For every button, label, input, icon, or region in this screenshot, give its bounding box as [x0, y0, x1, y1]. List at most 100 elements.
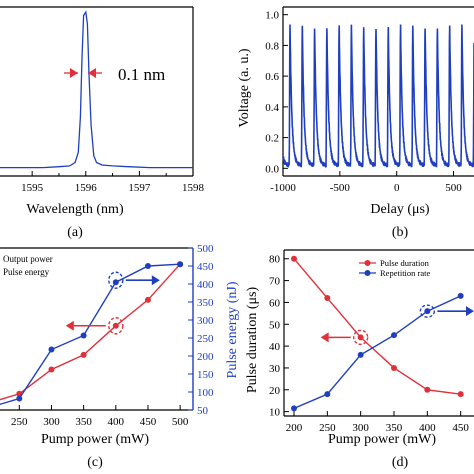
panel-d-y-tick-label: 80 [269, 254, 281, 266]
panel-d-y-label: Pulse duration (μs) [245, 287, 260, 394]
panel-d-legend-pulse-duration: Pulse duration [380, 258, 430, 268]
panel-c-y-right-tick-label: 50 [197, 405, 209, 417]
panel-b-x-label: Delay (μs) [370, 202, 430, 217]
panel-c-pulse-energy-point [48, 346, 55, 353]
panel-d-repetition-rate-point [291, 405, 297, 412]
panel-c-y-right-label: Pulse energy (nJ) [225, 281, 240, 378]
panel-c-pulse-energy-point [144, 263, 151, 269]
panel-c-output-power-point [80, 351, 87, 358]
panel-c-pulse-energy-point [16, 395, 23, 402]
panel-c-red-arrow-head [65, 320, 74, 331]
panel-a-chart: Wavelength (nm) 0.1 nm (a) 1595 1596 1597 1… [0, 6, 205, 240]
panel-b-x-tick-label: -1000 [270, 182, 296, 194]
panel-b-pulse-train-line [282, 24, 474, 169]
panel-c-y-right-tick-label: 500 [197, 243, 214, 255]
panel-c-series-line [0, 263, 181, 401]
panel-c-chart: Pump power (mW) Pulse energy (nJ) Output… [0, 243, 240, 470]
panel-b-x-tick-label: 500 [445, 182, 462, 194]
panel-b-y-tick-label: 0.6 [265, 71, 279, 83]
panel-d-pulse-duration-point [324, 295, 331, 302]
panel-c-x-label: Pump power (mW) [41, 432, 149, 447]
panel-d-repetition-rate-point [357, 351, 364, 358]
panel-a-arrow-left-head [70, 68, 78, 78]
panel-d-pulse-duration-point [391, 364, 397, 371]
panel-d-legend-repetition-rate: Repetition rate [380, 268, 431, 278]
panel-c-x-tick-label: 500 [172, 416, 189, 428]
panel-c-x-tick-label: 350 [75, 416, 92, 428]
panel-d-y-tick-label: 40 [269, 341, 281, 353]
panel-a-spectrum-line [0, 10, 193, 169]
panel-c-blue-arrow-head [151, 275, 160, 286]
panel-c-caption: (c) [87, 455, 103, 470]
panel-a-x-tick-label: 1596 [75, 182, 98, 194]
panel-b-y-tick-label: 0.2 [265, 133, 279, 145]
panel-d-y-tick-label: 20 [269, 385, 281, 397]
panel-a-annotation: 0.1 nm [118, 65, 165, 84]
panel-d-red-arrow-head [320, 332, 329, 343]
panel-c-y-right-tick-label: 300 [197, 315, 214, 327]
panel-c-pulse-energy-point [80, 332, 87, 339]
panel-d-repetition-rate-point [424, 308, 431, 315]
panel-d-x-tick-label: 350 [386, 422, 403, 434]
panel-b-y-tick-label: 0.4 [265, 102, 279, 114]
panel-c-x-tick-label: 300 [43, 416, 60, 428]
panel-d-caption: (d) [392, 455, 409, 470]
panel-c-blue-highlight-ellipse [108, 271, 124, 289]
panel-a-x-tick-label: 1597 [128, 182, 151, 194]
panel-d-legend-marker [364, 260, 371, 266]
panel-d-x-tick-label: 400 [419, 422, 436, 434]
panel-b-y-label: Voltage (a. u.) [237, 48, 252, 127]
panel-c-y-right-tick-label: 250 [197, 333, 214, 345]
panel-d-chart: Pump power (mW) Pulse duration (μs) Puls… [245, 249, 474, 470]
panel-d-red-highlight-ellipse [352, 329, 369, 346]
panel-c-series-line [0, 263, 181, 406]
panel-b-caption: (b) [392, 225, 409, 240]
panel-c-output-power-point [48, 366, 55, 373]
panel-c-pulse-energy-point [177, 261, 184, 268]
panel-c-x-tick-label: 450 [140, 416, 157, 428]
panel-d-pulse-duration-point [291, 255, 297, 262]
panel-c-y-right-tick-label: 350 [197, 297, 214, 309]
panel-d-y-tick-label: 70 [269, 276, 281, 288]
panel-b-x-tick-label: 0 [394, 182, 400, 194]
panel-b-x-tick-label: -500 [330, 182, 351, 194]
panel-d-series-line [293, 258, 461, 395]
panel-d-pulse-duration-point [424, 386, 431, 393]
panel-c-y-right-tick-label: 150 [197, 369, 214, 381]
panel-d-repetition-rate-point [391, 332, 397, 339]
panel-a-x-tick-label: 1598 [182, 182, 205, 194]
panel-b-y-tick-label: 0.0 [265, 163, 279, 175]
panel-a-x-tick-label: 1595 [21, 182, 44, 194]
panel-c-x-tick-label: 250 [11, 416, 28, 428]
panel-d-blue-highlight-ellipse [419, 304, 436, 318]
panel-d-repetition-rate-point [324, 391, 331, 398]
panel-d-x-tick-label: 250 [319, 422, 336, 434]
panel-b-y-tick-label: 0.8 [265, 40, 279, 52]
panel-d-x-tick-label: 450 [452, 422, 469, 434]
panel-c-red-highlight-ellipse [108, 317, 124, 335]
panel-c-plot-area [0, 261, 184, 406]
panel-c-legend-output-power: Output power [3, 254, 53, 264]
panel-d-x-label: Pump power (mW) [328, 432, 436, 447]
panel-c-output-power-point [144, 296, 151, 303]
panel-a-arrow-right-head [88, 68, 96, 78]
panel-a-x-label: Wavelength (nm) [26, 202, 124, 217]
panel-d-y-tick-label: 60 [269, 297, 281, 309]
panel-d-pulse-duration-point [357, 334, 364, 341]
panel-d-y-tick-label: 10 [269, 407, 281, 419]
panel-d-x-tick-label: 200 [286, 422, 303, 434]
panel-c-y-right-tick-label: 400 [197, 279, 214, 291]
panel-c-pulse-energy-point [112, 279, 119, 286]
panel-d-legend-marker [364, 270, 371, 276]
panel-c-y-right-tick-label: 100 [197, 387, 214, 399]
panel-d-pulse-duration-point [457, 391, 464, 398]
panel-c-output-power-point [112, 322, 119, 329]
panel-b-chart: Delay (μs) Voltage (a. u.) (b) 0.0 0.2 0.4… [237, 6, 474, 240]
panel-d-y-tick-label: 30 [269, 363, 281, 375]
panel-d-y-tick-label: 50 [269, 319, 281, 331]
panel-b-y-tick-label: 1.0 [265, 10, 279, 22]
panel-d-x-tick-label: 300 [352, 422, 369, 434]
panel-c-legend-pulse-energy: Pulse energy [3, 267, 50, 277]
panel-d-series-line [293, 295, 461, 410]
